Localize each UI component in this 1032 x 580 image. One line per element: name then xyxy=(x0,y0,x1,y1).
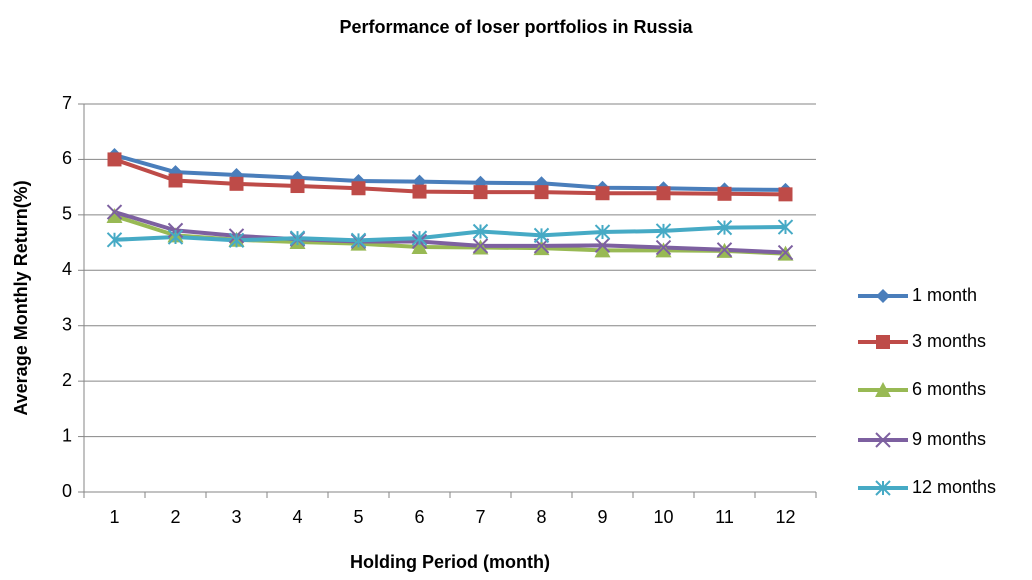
marker xyxy=(717,186,732,201)
marker xyxy=(777,219,794,235)
y-tick-label: 0 xyxy=(62,481,72,501)
marker xyxy=(594,242,611,258)
marker xyxy=(533,240,550,256)
marker xyxy=(351,181,366,196)
x-tick-label: 7 xyxy=(475,507,485,527)
marker xyxy=(473,185,488,200)
marker xyxy=(229,176,244,191)
marker xyxy=(716,242,733,258)
legend-marker xyxy=(875,480,891,496)
legend-label: 12 months xyxy=(912,477,996,497)
marker xyxy=(778,187,793,202)
marker xyxy=(106,232,123,248)
x-tick-label: 2 xyxy=(170,507,180,527)
x-tick-label: 10 xyxy=(653,507,673,527)
x-tick-label: 9 xyxy=(597,507,607,527)
legend-marker xyxy=(876,289,890,303)
marker xyxy=(412,184,427,199)
x-tick-label: 5 xyxy=(353,507,363,527)
legend-marker xyxy=(876,335,890,349)
legend-label: 1 month xyxy=(912,285,977,305)
legend-label: 9 months xyxy=(912,429,986,449)
y-tick-label: 2 xyxy=(62,370,72,390)
marker xyxy=(290,179,305,194)
marker xyxy=(106,207,123,223)
legend-marker xyxy=(875,382,891,397)
x-tick-label: 6 xyxy=(414,507,424,527)
x-tick-label: 8 xyxy=(536,507,546,527)
y-tick-label: 1 xyxy=(62,425,72,445)
marker xyxy=(777,244,794,261)
marker xyxy=(655,223,672,239)
x-tick-label: 12 xyxy=(775,507,795,527)
x-tick-label: 11 xyxy=(715,507,734,527)
marker xyxy=(594,237,611,254)
legend-label: 3 months xyxy=(912,331,986,351)
legend-label: 6 months xyxy=(912,379,986,399)
legend-marker xyxy=(875,432,891,448)
marker xyxy=(228,232,245,249)
marker xyxy=(534,185,549,200)
marker xyxy=(289,230,306,246)
marker xyxy=(350,232,367,249)
series-line xyxy=(113,153,786,192)
y-tick-label: 5 xyxy=(62,204,72,224)
marker xyxy=(595,186,610,201)
x-axis-title: Holding Period (month) xyxy=(350,552,550,572)
series-line xyxy=(114,225,786,243)
y-tick-label: 4 xyxy=(62,259,72,279)
marker xyxy=(655,239,672,256)
marker xyxy=(655,242,672,258)
marker xyxy=(656,186,671,201)
y-axis-title: Average Monthly Return(%) xyxy=(11,180,31,415)
marker xyxy=(472,238,489,254)
marker xyxy=(411,239,428,255)
marker xyxy=(107,152,122,167)
y-tick-label: 3 xyxy=(62,314,72,334)
marker xyxy=(594,224,611,240)
marker xyxy=(167,229,184,245)
y-tick-label: 7 xyxy=(62,93,72,113)
chart-title: Performance of loser portfolios in Russi… xyxy=(339,17,693,37)
y-tick-label: 6 xyxy=(62,148,72,168)
series-line xyxy=(113,210,786,255)
marker xyxy=(168,173,183,188)
marker xyxy=(411,230,428,246)
x-tick-label: 4 xyxy=(292,507,302,527)
marker xyxy=(472,223,489,240)
x-tick-label: 1 xyxy=(109,507,119,527)
x-tick-label: 3 xyxy=(231,507,241,527)
marker xyxy=(533,227,550,244)
series-line xyxy=(113,157,786,197)
marker xyxy=(716,219,733,236)
marker xyxy=(106,204,123,220)
